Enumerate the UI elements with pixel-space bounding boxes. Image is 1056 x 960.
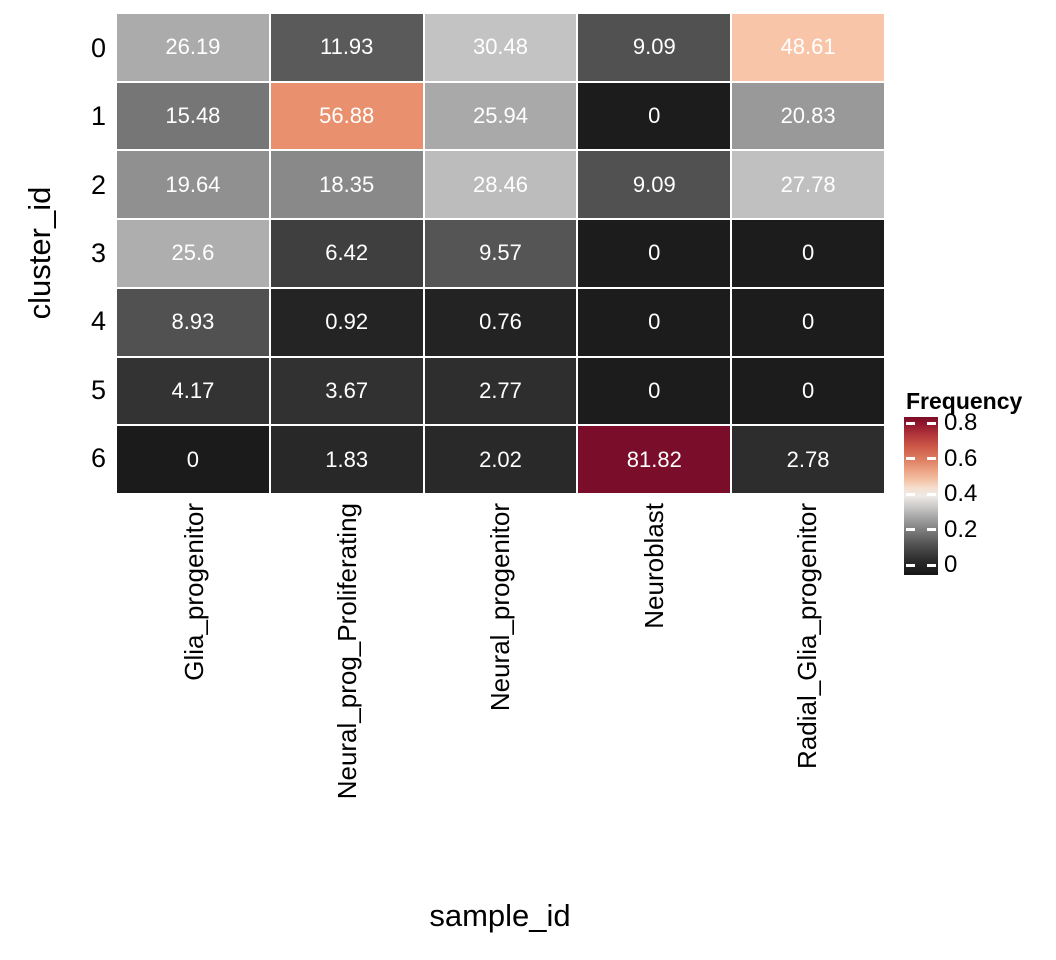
x-tick-label-slot: Neural_progenitor — [424, 503, 577, 895]
heatmap-cell: 9.09 — [578, 151, 731, 219]
x-tick-label-slot: Radial_Glia_progenitor — [731, 503, 884, 895]
heatmap-cell: 11.93 — [270, 14, 423, 81]
heatmap-cell: 0 — [578, 357, 731, 425]
heatmap-cell: 20.83 — [732, 82, 884, 150]
y-tick-label: 2 — [90, 169, 106, 200]
heatmap-cell: 9.57 — [424, 220, 577, 287]
heatmap-cell: 0 — [578, 220, 731, 287]
heatmap-cell: 0 — [117, 426, 269, 493]
legend-tick-dash — [927, 492, 936, 496]
heatmap-cell: 1.83 — [270, 426, 423, 493]
heatmap-cell: 6.42 — [270, 220, 423, 287]
legend-title: Frequency — [906, 388, 1023, 414]
heatmap-cell: 2.77 — [424, 357, 577, 425]
x-tick-label: Neural_progenitor — [485, 503, 516, 712]
heatmap-cell: 25.6 — [117, 220, 269, 287]
legend-tick-dash — [927, 421, 936, 425]
legend-tick-label: 0.8 — [944, 409, 978, 436]
legend-tick-label: 0.2 — [944, 515, 978, 543]
legend-tick-dash — [906, 528, 915, 531]
legend-tick-dash — [906, 421, 915, 425]
heatmap-cell: 0 — [732, 220, 884, 287]
x-tick-label-slot: Neural_prog_Proliferating — [270, 503, 423, 895]
legend-tick-dash — [906, 563, 915, 567]
x-axis-title: sample_id — [429, 898, 571, 933]
y-tick-label: 1 — [90, 101, 106, 132]
heatmap-cell: 4.17 — [117, 357, 269, 425]
heatmap-cell: 15.48 — [117, 82, 269, 150]
heatmap-cell: 18.35 — [270, 151, 423, 219]
legend-tick-dash — [906, 457, 915, 460]
heatmap-cell: 0.92 — [270, 288, 423, 356]
legend-tick-dash — [906, 492, 915, 496]
y-tick-label: 6 — [90, 443, 106, 474]
heatmap-cell: 48.61 — [732, 14, 884, 81]
x-tick-label: Glia_progenitor — [178, 503, 209, 681]
x-tick-label: Neural_prog_Proliferating — [332, 503, 363, 800]
legend-colorbar — [904, 417, 938, 575]
heatmap-cell: 26.19 — [117, 14, 269, 81]
legend-tick-label: 0 — [944, 551, 958, 578]
legend-tick-label: 0.6 — [944, 444, 978, 472]
heatmap-cell: 0.76 — [424, 288, 577, 356]
y-tick-label: 3 — [90, 237, 106, 268]
legend-tick-label: 0.4 — [944, 480, 978, 507]
x-axis-tick-labels: Glia_progenitor Neural_prog_Proliferating… — [117, 503, 884, 895]
heatmap-cell: 9.09 — [578, 14, 731, 81]
heatmap-cell: 2.02 — [424, 426, 577, 493]
legend-tick-dash — [927, 528, 936, 531]
heatmap-grid: 26.19 11.93 30.48 9.09 48.61 15.48 56.88 25.94 0… — [117, 14, 884, 493]
heatmap-cell: 27.78 — [732, 151, 884, 219]
heatmap-cell: 0 — [732, 357, 884, 425]
heatmap-cell: 3.67 — [270, 357, 423, 425]
heatmap-cell: 0 — [578, 82, 731, 150]
y-axis-tick-labels: 0 1 2 3 4 5 6 — [0, 14, 106, 493]
x-tick-label-slot: Glia_progenitor — [117, 503, 270, 895]
x-tick-label-slot: Neuroblast — [577, 503, 730, 895]
heatmap-cell: 0 — [578, 288, 731, 356]
y-tick-label: 5 — [90, 374, 106, 405]
y-tick-label: 4 — [90, 306, 106, 337]
heatmap-cell: 81.82 — [578, 426, 731, 493]
heatmap-cell: 2.78 — [732, 426, 884, 493]
x-tick-label: Neuroblast — [638, 503, 669, 629]
heatmap-cell: 28.46 — [424, 151, 577, 219]
heatmap-cell: 0 — [732, 288, 884, 356]
heatmap-cell: 56.88 — [270, 82, 423, 150]
x-tick-label: Radial_Glia_progenitor — [792, 503, 823, 769]
legend-tick-dash — [927, 457, 936, 460]
heatmap-cell: 8.93 — [117, 288, 269, 356]
heatmap-cell: 25.94 — [424, 82, 577, 150]
heatmap-cell: 30.48 — [424, 14, 577, 81]
legend-tick-dash — [927, 563, 936, 567]
heatmap-cell: 19.64 — [117, 151, 269, 219]
y-tick-label: 0 — [90, 32, 106, 63]
